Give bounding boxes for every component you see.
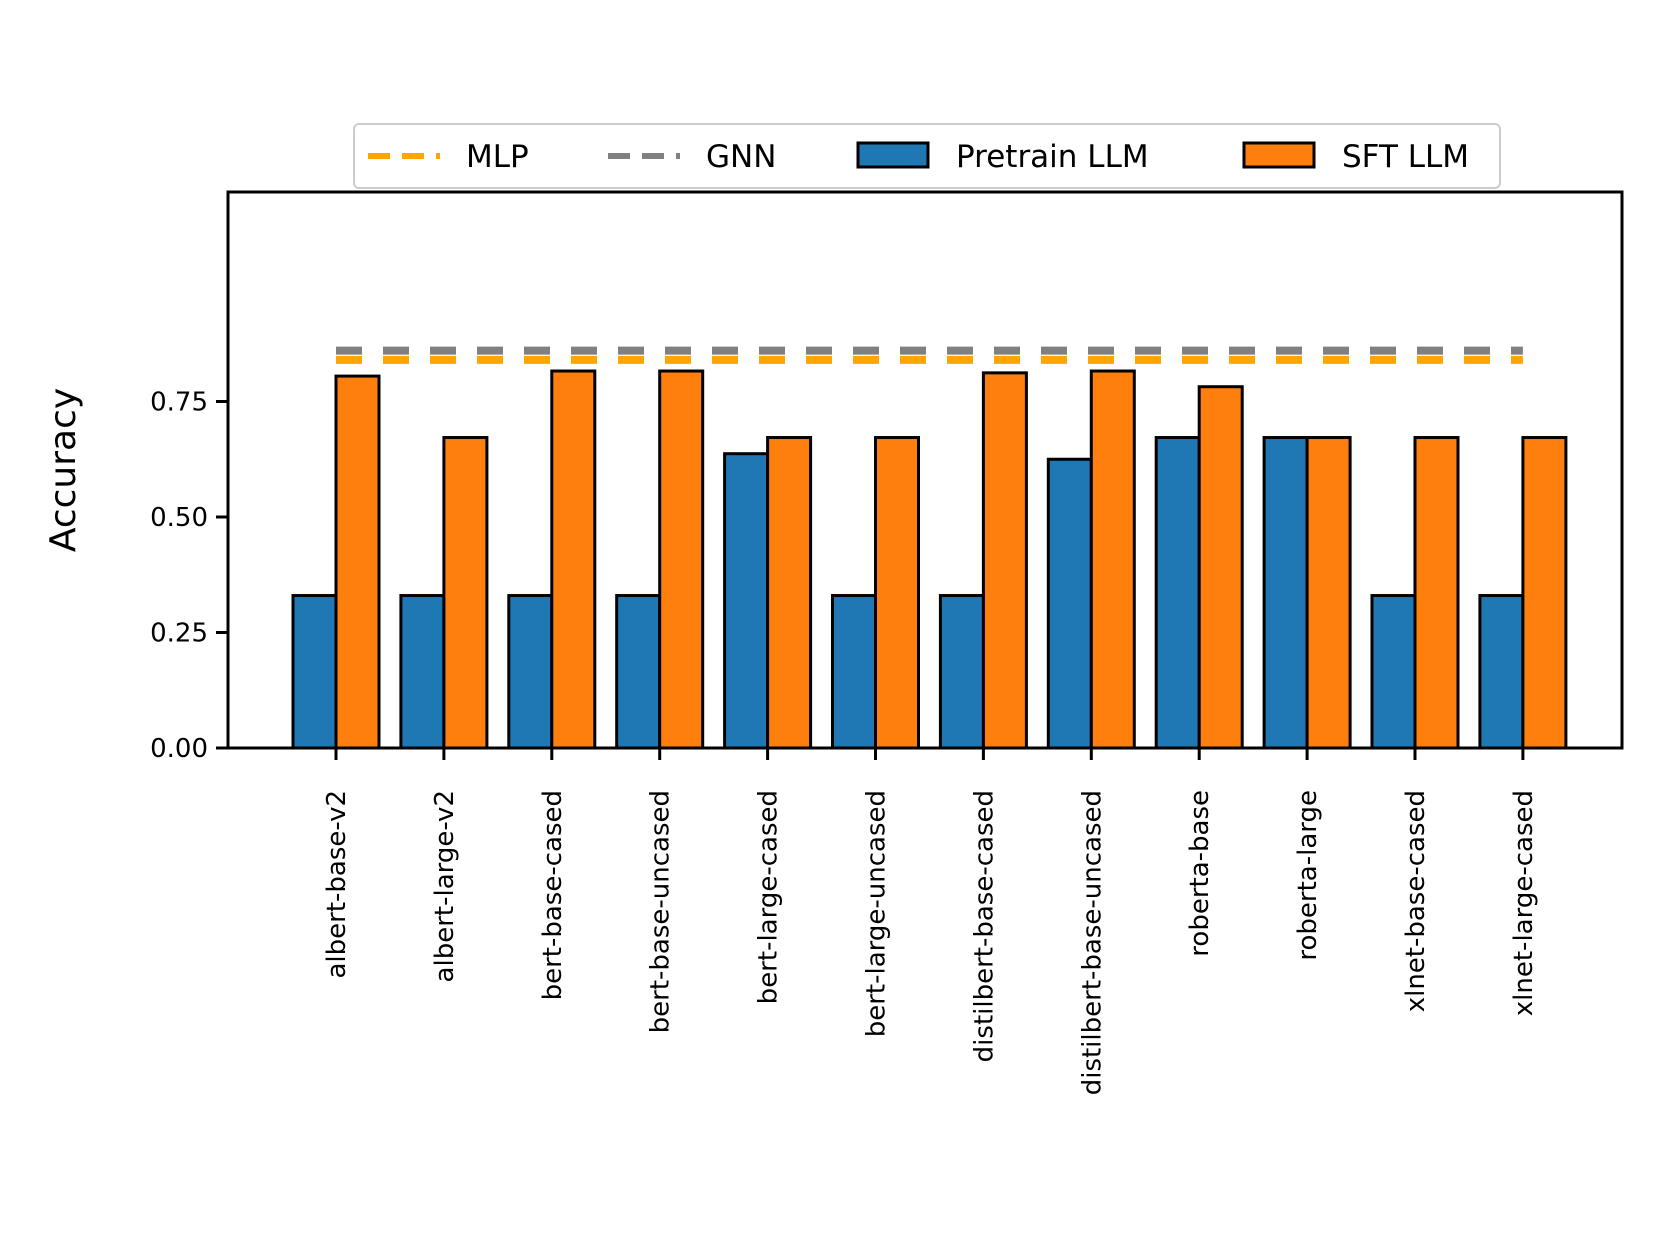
y-tick-label: 0.50	[150, 503, 208, 533]
legend-mlp-label: MLP	[466, 139, 529, 175]
x-tick-label: albert-base-v2	[322, 790, 352, 979]
legend-gnn-label: GNN	[706, 139, 776, 175]
x-tick-label: roberta-base	[1185, 790, 1215, 957]
pretrain-bar-bert-large-cased	[723, 452, 770, 750]
sft-bar-roberta-large	[1305, 436, 1352, 750]
sft-bar-xlnet-base-cased	[1413, 436, 1460, 750]
x-tick-label: distilbert-base-uncased	[1077, 790, 1107, 1095]
pretrain-bar-distilbert-base-uncased	[1046, 457, 1093, 750]
x-tick-label: xlnet-base-cased	[1401, 790, 1431, 1012]
legend-pretrain-label: Pretrain LLM	[956, 139, 1149, 175]
sft-bar-bert-base-cased	[550, 369, 597, 750]
pretrain-bar-albert-base-v2	[291, 594, 338, 750]
y-axis-title: Accuracy	[43, 388, 84, 552]
bars-group	[291, 369, 1568, 750]
x-tick-label: xlnet-large-cased	[1509, 790, 1539, 1016]
reference-lines	[336, 346, 1523, 364]
plot-frame	[226, 190, 1624, 750]
y-axis: 0.00 0.25 0.50 0.75	[150, 388, 228, 764]
pretrain-bar-bert-base-cased	[507, 594, 554, 750]
x-tick-label: bert-base-cased	[538, 790, 568, 1000]
x-tick-label: bert-large-uncased	[862, 790, 892, 1037]
sft-bar-bert-large-cased	[766, 436, 813, 750]
y-tick-label: 0.00	[150, 734, 208, 764]
pretrain-bar-xlnet-large-cased	[1478, 594, 1525, 750]
legend-pretrain-swatch	[856, 141, 930, 169]
x-tick-label: distilbert-base-cased	[969, 790, 999, 1062]
x-axis: albert-base-v2 albert-large-v2 bert-base-c…	[322, 748, 1539, 1095]
sft-bar-bert-large-uncased	[874, 436, 920, 750]
sft-bar-distilbert-base-cased	[981, 371, 1028, 750]
sft-bar-xlnet-large-cased	[1521, 436, 1568, 750]
y-tick-label: 0.25	[150, 619, 208, 649]
pretrain-bar-bert-large-uncased	[831, 594, 877, 750]
pretrain-bar-roberta-base	[1154, 436, 1201, 750]
legend: MLP GNN Pretrain LLM SFT LLM	[353, 123, 1501, 189]
sft-bar-albert-large-v2	[442, 436, 489, 750]
x-tick-label: roberta-large	[1293, 790, 1323, 961]
y-tick-label: 0.75	[150, 388, 208, 418]
x-tick-label: bert-large-cased	[754, 790, 784, 1004]
x-tick-label: albert-large-v2	[430, 790, 460, 982]
sft-bar-albert-base-v2	[334, 374, 381, 750]
sft-bar-distilbert-base-uncased	[1089, 369, 1136, 750]
sft-bar-bert-base-uncased	[658, 369, 705, 750]
pretrain-bar-roberta-large	[1262, 436, 1309, 750]
legend-sft-swatch	[1242, 141, 1316, 169]
pretrain-bar-distilbert-base-cased	[938, 594, 985, 750]
pretrain-bar-xlnet-base-cased	[1370, 594, 1417, 750]
pretrain-bar-bert-base-uncased	[615, 594, 662, 750]
pretrain-bar-albert-large-v2	[399, 594, 446, 750]
legend-sft-label: SFT LLM	[1342, 139, 1469, 175]
x-tick-label: bert-base-uncased	[646, 790, 676, 1033]
sft-bar-roberta-base	[1197, 385, 1244, 750]
